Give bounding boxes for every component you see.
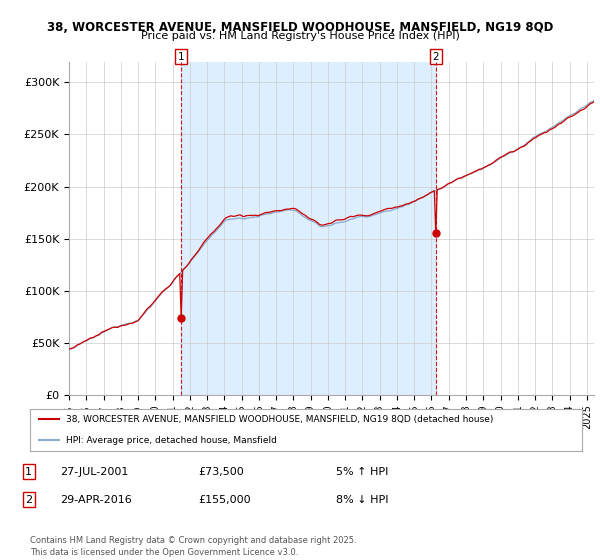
Text: £73,500: £73,500 [198,466,244,477]
Text: 27-JUL-2001: 27-JUL-2001 [60,466,128,477]
Text: Contains HM Land Registry data © Crown copyright and database right 2025.
This d: Contains HM Land Registry data © Crown c… [30,536,356,557]
Text: 38, WORCESTER AVENUE, MANSFIELD WOODHOUSE, MANSFIELD, NG19 8QD (detached house): 38, WORCESTER AVENUE, MANSFIELD WOODHOUS… [66,415,493,424]
Text: 2: 2 [433,52,439,62]
Text: Price paid vs. HM Land Registry's House Price Index (HPI): Price paid vs. HM Land Registry's House … [140,31,460,41]
Text: 29-APR-2016: 29-APR-2016 [60,494,132,505]
Text: £155,000: £155,000 [198,494,251,505]
Text: 1: 1 [25,466,32,477]
Text: HPI: Average price, detached house, Mansfield: HPI: Average price, detached house, Mans… [66,436,277,445]
Bar [181,62,436,395]
Text: 8% ↓ HPI: 8% ↓ HPI [336,494,389,505]
Text: 1: 1 [178,52,185,62]
Text: 38, WORCESTER AVENUE, MANSFIELD WOODHOUSE, MANSFIELD, NG19 8QD: 38, WORCESTER AVENUE, MANSFIELD WOODHOUS… [47,21,553,34]
Text: 5% ↑ HPI: 5% ↑ HPI [336,466,388,477]
Text: 2: 2 [25,494,32,505]
